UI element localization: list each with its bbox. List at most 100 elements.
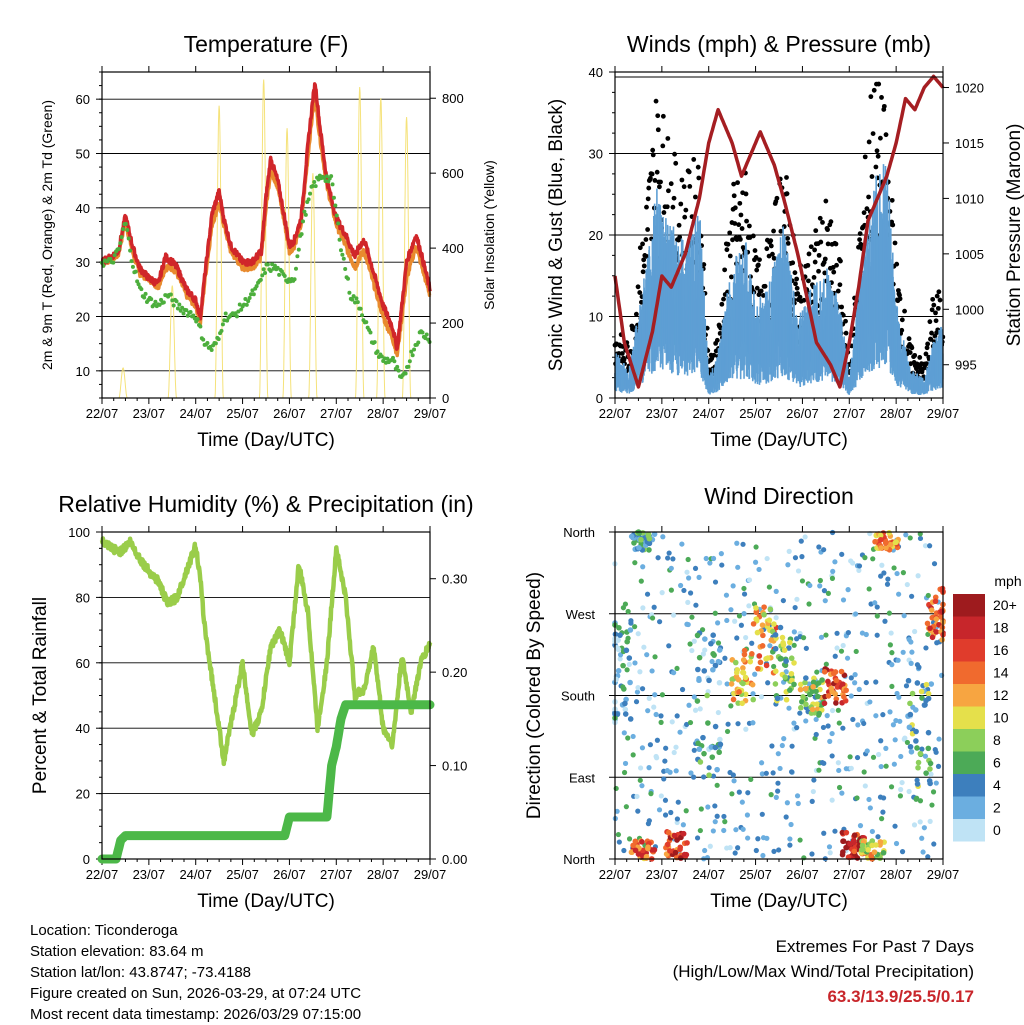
direction-point [702,847,708,854]
direction-point [870,556,876,562]
direction-point [914,680,921,686]
direction-point [825,723,831,729]
direction-point [704,692,710,699]
direction-point [756,653,763,659]
direction-point [868,853,874,859]
gust-point [641,263,647,269]
x-tick-label: 27/07 [320,867,353,882]
direction-point [929,802,935,808]
direction-point [663,745,669,751]
gust-point [874,148,880,154]
direction-point [717,741,724,748]
pressure-line [613,74,945,389]
dewpoint-point [205,341,210,346]
direction-point [779,634,786,641]
y-tick-label: South [561,689,595,704]
direction-point [906,788,912,795]
direction-point [615,667,622,674]
direction-point [774,695,781,702]
latlon-text: Station lat/lon: 43.8747; -73.4188 [30,964,252,981]
direction-point [760,852,766,859]
y-tick-label: 20 [76,310,90,325]
direction-point [833,677,840,684]
x-tick-label: 25/07 [226,406,259,421]
dewpoint-point [329,174,334,179]
dewpoint-point [133,269,138,274]
gust-point [661,210,667,215]
direction-point [716,679,723,686]
direction-point [613,785,619,792]
dewpoint-point [128,248,133,253]
direction-point [840,849,846,855]
direction-point [860,846,866,853]
direction-point [856,563,863,569]
gust-point [866,194,871,200]
dewpoint-point [116,246,121,251]
gust-point [936,289,942,295]
gust-point [883,132,889,138]
gust-point [739,226,745,231]
direction-point [714,782,720,788]
direction-point [652,654,658,660]
direction-point [681,851,688,858]
direction-point [883,763,889,769]
direction-point [782,674,788,680]
dewpoint-point [118,241,123,246]
direction-point [755,836,761,842]
direction-point [721,827,727,834]
y-right-tick-label: 1005 [955,247,984,262]
direction-point [697,759,704,765]
direction-point [694,835,701,841]
y-right-tick-label: 0.10 [442,759,467,774]
gust-point [727,230,733,236]
gust-point [755,262,761,268]
direction-point [853,611,859,617]
dewpoint-point [125,227,130,232]
gust-point [794,285,800,291]
y-tick-label: North [563,852,595,867]
gust-point [722,267,728,273]
direction-point [767,643,773,649]
direction-point [840,597,847,603]
direction-point [740,541,746,547]
colorbar-swatch [953,819,985,842]
gust-point [806,278,811,284]
direction-point [741,585,747,592]
dewpoint-point [123,221,128,226]
direction-point [648,791,654,797]
direction-point [752,671,758,677]
gust-point [797,294,803,300]
dewpoint-point [347,290,352,295]
direction-point [856,686,862,692]
dewpoint-point [312,179,317,184]
direction-point [877,536,884,543]
dewpoint-point [392,359,397,364]
y-tick-label: 30 [589,147,603,162]
direction-point [696,746,703,753]
dewpoint-point [343,266,348,271]
dewpoint-point [295,254,300,259]
dewpoint-point [130,264,135,269]
gust-point [928,337,934,342]
direction-point [621,769,628,776]
direction-point [668,565,674,571]
direction-point [829,688,835,695]
gust-point [876,81,882,87]
y-right-tick-label: 600 [442,166,464,181]
direction-point [714,813,720,819]
direction-point [891,761,897,767]
gust-point [924,361,929,367]
extremes-summary: Extremes For Past 7 Days (High/Low/Max W… [673,934,974,1009]
direction-point [685,621,691,628]
direction-point [666,550,672,556]
direction-point [890,722,896,728]
direction-point [899,779,905,786]
gust-point [881,103,887,109]
direction-point [787,687,793,693]
direction-point [653,711,659,718]
direction-point [732,618,738,624]
y-tick-label: 60 [76,92,90,107]
direction-point [826,844,833,850]
x-tick-label: 22/07 [599,867,632,882]
